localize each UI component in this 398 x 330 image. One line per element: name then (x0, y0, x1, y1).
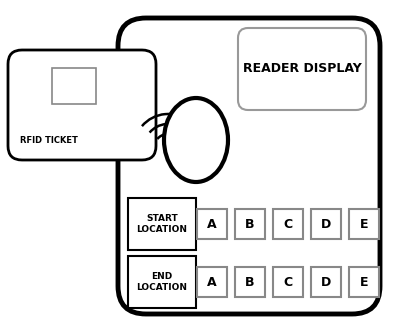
Text: E: E (360, 276, 368, 288)
FancyBboxPatch shape (118, 18, 380, 314)
FancyBboxPatch shape (349, 267, 379, 297)
Text: RFID TICKET: RFID TICKET (20, 136, 78, 145)
Text: A: A (207, 276, 217, 288)
Text: A: A (207, 217, 217, 230)
FancyBboxPatch shape (235, 267, 265, 297)
FancyBboxPatch shape (311, 267, 341, 297)
Text: E: E (360, 217, 368, 230)
FancyBboxPatch shape (238, 28, 366, 110)
Text: END
LOCATION: END LOCATION (137, 272, 187, 292)
FancyBboxPatch shape (311, 209, 341, 239)
Text: READER DISPLAY: READER DISPLAY (243, 62, 361, 76)
FancyBboxPatch shape (197, 209, 227, 239)
Text: B: B (245, 217, 255, 230)
Text: D: D (321, 217, 331, 230)
FancyBboxPatch shape (235, 209, 265, 239)
Text: B: B (245, 276, 255, 288)
Ellipse shape (164, 98, 228, 182)
FancyBboxPatch shape (349, 209, 379, 239)
Text: C: C (283, 217, 293, 230)
FancyBboxPatch shape (273, 209, 303, 239)
FancyBboxPatch shape (52, 68, 96, 104)
FancyBboxPatch shape (128, 256, 196, 308)
FancyBboxPatch shape (128, 198, 196, 250)
FancyBboxPatch shape (197, 267, 227, 297)
Text: D: D (321, 276, 331, 288)
FancyBboxPatch shape (8, 50, 156, 160)
Text: C: C (283, 276, 293, 288)
Text: START
LOCATION: START LOCATION (137, 214, 187, 234)
FancyBboxPatch shape (273, 267, 303, 297)
